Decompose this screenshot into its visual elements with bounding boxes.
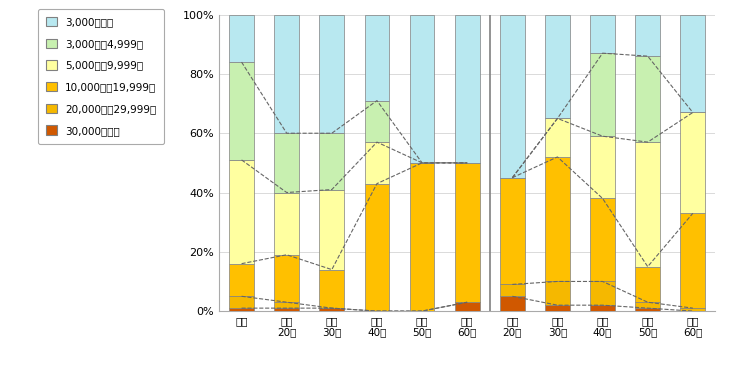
Bar <box>364 142 389 184</box>
Bar <box>590 198 615 281</box>
Bar <box>635 142 660 266</box>
Bar <box>590 53 615 136</box>
Bar <box>455 15 480 163</box>
Bar <box>320 133 345 190</box>
Bar <box>635 56 660 142</box>
Bar <box>500 178 525 284</box>
Bar <box>680 213 705 308</box>
Bar <box>635 266 660 302</box>
Bar <box>229 264 254 296</box>
Bar <box>274 255 299 302</box>
Bar <box>545 305 570 311</box>
Bar <box>229 296 254 308</box>
Bar <box>274 308 299 311</box>
Bar <box>500 296 525 311</box>
Bar <box>229 15 254 62</box>
Bar <box>320 308 345 311</box>
Bar <box>320 15 345 133</box>
Bar <box>274 193 299 255</box>
Bar <box>229 160 254 264</box>
Bar <box>545 157 570 281</box>
Bar <box>680 15 705 112</box>
Bar <box>545 118 570 157</box>
Bar <box>680 308 705 311</box>
Bar <box>500 15 525 178</box>
Bar <box>590 281 615 305</box>
Bar <box>364 15 389 101</box>
Bar <box>455 163 480 302</box>
Bar <box>635 302 660 308</box>
Bar <box>545 15 570 118</box>
Bar <box>590 15 615 53</box>
Bar <box>274 133 299 193</box>
Bar <box>635 308 660 311</box>
Bar <box>545 281 570 305</box>
Bar <box>364 184 389 311</box>
Bar <box>320 190 345 270</box>
Bar <box>274 302 299 308</box>
Bar <box>410 163 434 311</box>
Legend: 3,000円未満, 3,000円～4,999円, 5,000円～9,999円, 10,000円～19,999円, 20,000円～29,999円, 30,000: 3,000円未満, 3,000円～4,999円, 5,000円～9,999円, … <box>38 9 164 144</box>
Bar <box>410 15 434 163</box>
Bar <box>590 136 615 198</box>
Bar <box>229 308 254 311</box>
Bar <box>590 305 615 311</box>
Bar <box>320 270 345 308</box>
Bar <box>364 101 389 142</box>
Bar <box>680 112 705 213</box>
Bar <box>635 15 660 56</box>
Bar <box>500 284 525 296</box>
Bar <box>455 302 480 311</box>
Bar <box>274 15 299 133</box>
Bar <box>229 62 254 160</box>
